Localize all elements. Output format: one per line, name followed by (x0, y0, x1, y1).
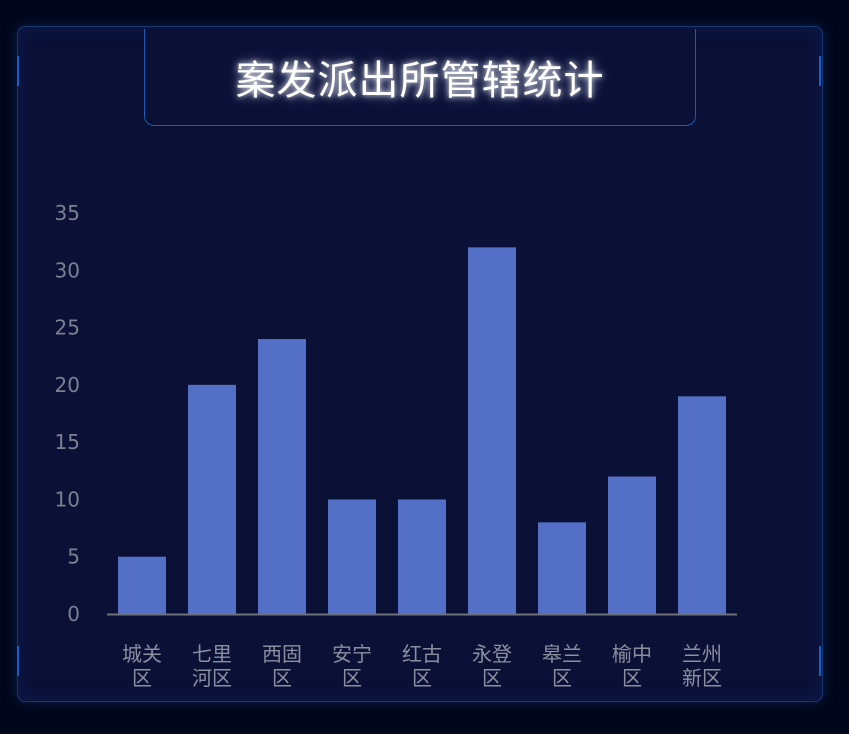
y-tick-label: 0 (67, 602, 80, 626)
bar (678, 396, 726, 614)
y-tick-label: 15 (55, 430, 80, 454)
x-tick-label: 区 (272, 666, 292, 690)
x-tick-label: 新区 (682, 666, 722, 690)
x-tick-label: 区 (132, 666, 152, 690)
panel-right-edge-accent (819, 56, 821, 86)
bar (398, 499, 446, 614)
y-tick-label: 5 (67, 545, 80, 569)
x-tick-label: 区 (342, 666, 362, 690)
x-tick-label: 红古 (402, 642, 442, 666)
panel-right-bottom-accent (819, 646, 821, 676)
x-tick-label: 城关 (122, 642, 162, 666)
panel-left-edge-accent (17, 56, 19, 86)
x-tick-label: 榆中 (612, 642, 652, 666)
x-tick-label: 区 (482, 666, 502, 690)
x-tick-label: 七里 (192, 642, 232, 666)
y-tick-label: 20 (55, 373, 80, 397)
x-tick-label: 安宁 (332, 642, 372, 666)
bar (538, 522, 586, 614)
y-tick-label: 25 (55, 316, 80, 340)
bar (468, 247, 516, 614)
y-tick-label: 30 (55, 258, 80, 282)
x-tick-label: 西固 (262, 642, 302, 666)
bar (118, 556, 166, 614)
panel-left-bottom-accent (17, 646, 19, 676)
bar (328, 499, 376, 614)
bar (258, 339, 306, 614)
x-tick-label: 区 (622, 666, 642, 690)
x-tick-label: 永登 (472, 642, 512, 666)
x-tick-label: 兰州 (682, 642, 722, 666)
y-tick-label: 35 (55, 201, 80, 225)
x-tick-label: 皋兰 (542, 642, 582, 666)
y-tick-label: 10 (55, 487, 80, 511)
x-tick-label: 区 (552, 666, 572, 690)
bar (608, 476, 656, 614)
bar (188, 384, 236, 614)
chart-title: 案发派出所管辖统计 (235, 58, 605, 104)
chart-title-box: 案发派出所管辖统计 (144, 29, 696, 126)
x-tick-label: 区 (412, 666, 432, 690)
x-tick-label: 河区 (192, 666, 232, 690)
